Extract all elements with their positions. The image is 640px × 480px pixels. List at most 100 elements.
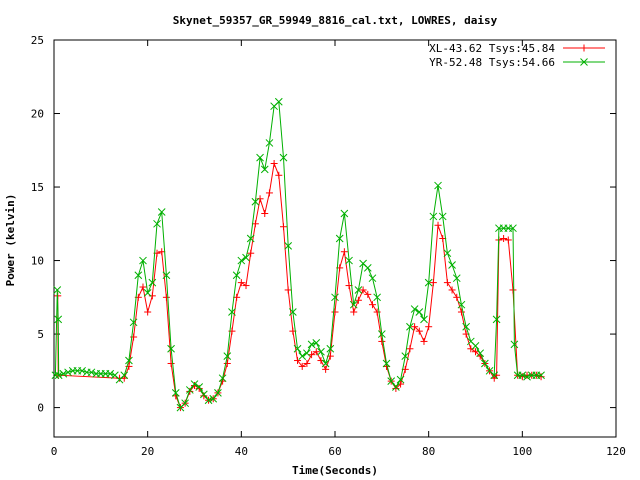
data-point	[462, 322, 470, 331]
data-point	[171, 389, 180, 397]
series-line	[57, 161, 542, 409]
data-point	[411, 323, 419, 331]
data-point	[350, 308, 358, 316]
data-point-marker	[237, 256, 246, 265]
data-point	[312, 348, 320, 356]
data-point-marker	[485, 366, 494, 375]
data-point	[490, 371, 499, 380]
data-point	[453, 293, 461, 301]
data-point	[284, 241, 293, 250]
data-point	[308, 351, 316, 359]
data-point	[195, 383, 204, 391]
series-1	[51, 97, 545, 412]
data-point-marker	[345, 256, 353, 265]
data-point	[284, 286, 292, 294]
data-point	[518, 373, 526, 381]
data-point-marker	[54, 315, 63, 324]
data-point	[492, 315, 501, 324]
data-point-marker	[424, 278, 433, 287]
data-point-marker	[335, 234, 344, 243]
data-point	[434, 181, 442, 190]
data-point-marker	[59, 369, 68, 378]
data-point-marker	[78, 366, 86, 375]
data-point-marker	[246, 234, 255, 243]
data-point	[307, 340, 316, 349]
data-point	[349, 300, 358, 309]
data-point	[54, 371, 63, 380]
data-point-marker	[359, 259, 367, 268]
data-point	[274, 97, 283, 106]
data-point	[293, 344, 302, 353]
data-point	[335, 234, 344, 243]
data-point	[457, 300, 466, 309]
data-point	[242, 253, 250, 262]
data-point-marker	[200, 390, 208, 399]
data-point-marker	[293, 344, 302, 353]
data-point-marker	[354, 286, 363, 294]
data-point	[377, 330, 386, 338]
data-point	[51, 371, 60, 380]
data-point	[368, 301, 376, 309]
data-point	[106, 369, 115, 378]
data-point	[392, 383, 400, 391]
data-point-marker	[251, 197, 260, 206]
data-point	[232, 271, 241, 280]
data-point	[537, 373, 545, 381]
x-tick-label: 0	[51, 445, 58, 458]
data-point-marker	[232, 271, 241, 280]
data-point	[476, 349, 485, 358]
data-point-marker	[64, 368, 72, 377]
data-point	[354, 286, 363, 294]
data-point	[368, 274, 377, 283]
data-point-marker	[162, 271, 171, 280]
data-point	[218, 374, 227, 383]
data-point-marker	[434, 181, 442, 190]
data-point	[275, 171, 283, 179]
data-point-marker	[429, 212, 438, 221]
data-point	[167, 359, 175, 367]
data-point-marker	[51, 371, 60, 380]
data-point	[200, 390, 208, 399]
data-point-marker	[509, 224, 517, 233]
data-point	[425, 323, 433, 331]
data-point-marker	[242, 253, 250, 262]
data-point-marker	[209, 394, 218, 403]
data-point-marker	[415, 308, 424, 316]
data-point	[209, 394, 218, 403]
data-point-marker	[363, 264, 372, 272]
data-point-marker	[420, 315, 428, 324]
data-point-marker	[537, 371, 545, 380]
data-point	[303, 359, 311, 367]
data-point	[387, 377, 396, 385]
chart-title: Skynet_59357_GR_59949_8816_cal.txt, LOWR…	[173, 14, 498, 27]
data-point	[167, 344, 175, 353]
data-point	[125, 356, 133, 365]
data-point	[256, 153, 264, 162]
y-tick-label: 5	[37, 328, 44, 341]
data-point-marker	[307, 340, 316, 349]
data-point-marker	[106, 369, 115, 378]
legend-label: YR-52.48 Tsys:54.66	[429, 56, 555, 69]
data-point	[457, 308, 465, 316]
data-point	[228, 308, 236, 316]
data-point-marker	[392, 383, 400, 391]
data-point-marker	[438, 212, 447, 221]
data-point-marker	[373, 293, 382, 302]
data-point-marker	[406, 322, 414, 331]
data-point	[481, 359, 489, 368]
data-point-marker	[492, 315, 501, 324]
data-point-marker	[580, 58, 588, 66]
data-point-marker	[87, 368, 96, 377]
data-point-marker	[382, 359, 391, 368]
data-point	[523, 372, 531, 381]
data-point-marker	[340, 209, 349, 218]
data-point	[53, 286, 62, 294]
data-point	[87, 368, 96, 377]
data-point	[270, 160, 278, 168]
data-point-marker	[410, 305, 419, 313]
data-point	[364, 290, 372, 298]
x-axis-label: Time(Seconds)	[292, 464, 378, 477]
data-point	[434, 221, 442, 229]
data-point	[186, 387, 194, 395]
data-point-marker	[139, 256, 147, 265]
